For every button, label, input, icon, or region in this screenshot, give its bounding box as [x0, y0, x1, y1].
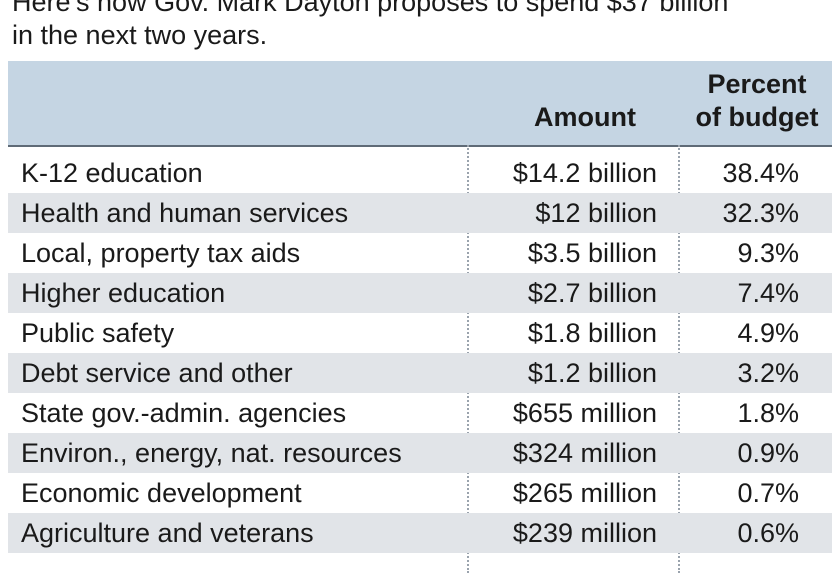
row-category: Health and human services: [21, 198, 349, 228]
table-header: Amount Percent of budget: [8, 61, 832, 147]
row-percent: 0.7%: [737, 478, 799, 508]
row-amount: $1.8 billion: [527, 318, 657, 348]
table-row: Health and human services $12 billion 32.3…: [8, 193, 832, 233]
row-percent: 7.4%: [737, 278, 799, 308]
table-row: Public safety $1.8 billion 4.9%: [8, 313, 832, 353]
table-row: Environ., energy, nat. resources $324 mil…: [8, 433, 832, 473]
row-category: Economic development: [21, 478, 302, 508]
table-row: K-12 education $14.2 billion 38.4%: [8, 153, 832, 193]
intro-line-2: in the next two years.: [12, 20, 268, 50]
row-category: State gov.-admin. agencies: [21, 398, 347, 428]
row-amount: $265 million: [512, 478, 657, 508]
row-category: Environ., energy, nat. resources: [21, 438, 402, 468]
table-body: K-12 education $14.2 billion 38.4% Health a…: [8, 153, 832, 553]
row-category: Debt service and other: [21, 358, 293, 388]
row-percent: 1.8%: [737, 398, 799, 428]
row-category: Higher education: [21, 278, 226, 308]
row-percent: 0.6%: [737, 518, 799, 548]
table-row: Debt service and other $1.2 billion 3.2%: [8, 353, 832, 393]
intro-line-1: Here’s how Gov. Mark Dayton proposes to …: [12, 0, 729, 17]
header-percent: Percent of budget: [688, 68, 826, 134]
table-row: Local, property tax aids $3.5 billion 9.3%: [8, 233, 832, 273]
row-percent: 9.3%: [737, 238, 799, 268]
intro-text: Here’s how Gov. Mark Dayton proposes to …: [12, 0, 832, 52]
table-row: State gov.-admin. agencies $655 million 1.…: [8, 393, 832, 433]
row-category: Local, property tax aids: [21, 238, 301, 268]
header-percent-line-1: Percent: [707, 69, 807, 99]
row-percent: 4.9%: [737, 318, 799, 348]
row-amount: $12 billion: [535, 198, 657, 228]
budget-table: Amount Percent of budget K-12 education $…: [8, 61, 832, 573]
row-amount: $1.2 billion: [527, 358, 657, 388]
row-category: Public safety: [21, 318, 175, 348]
row-percent: 38.4%: [722, 158, 799, 188]
row-amount: $655 million: [512, 398, 657, 428]
row-amount: $3.5 billion: [527, 238, 657, 268]
row-category: K-12 education: [21, 158, 203, 188]
header-amount: Amount: [534, 102, 636, 132]
table-row: Higher education $2.7 billion 7.4%: [8, 273, 832, 313]
row-percent: 3.2%: [737, 358, 799, 388]
row-percent: 32.3%: [722, 198, 799, 228]
row-amount: $2.7 billion: [527, 278, 657, 308]
row-percent: 0.9%: [737, 438, 799, 468]
row-amount: $239 million: [512, 518, 657, 548]
row-amount: $324 million: [512, 438, 657, 468]
row-category: Agriculture and veterans: [21, 518, 314, 548]
table-row: Agriculture and veterans $239 million 0.6%: [8, 513, 832, 553]
header-percent-line-2: of budget: [695, 102, 819, 132]
row-amount: $14.2 billion: [512, 158, 657, 188]
table-row: Economic development $265 million 0.7%: [8, 473, 832, 513]
